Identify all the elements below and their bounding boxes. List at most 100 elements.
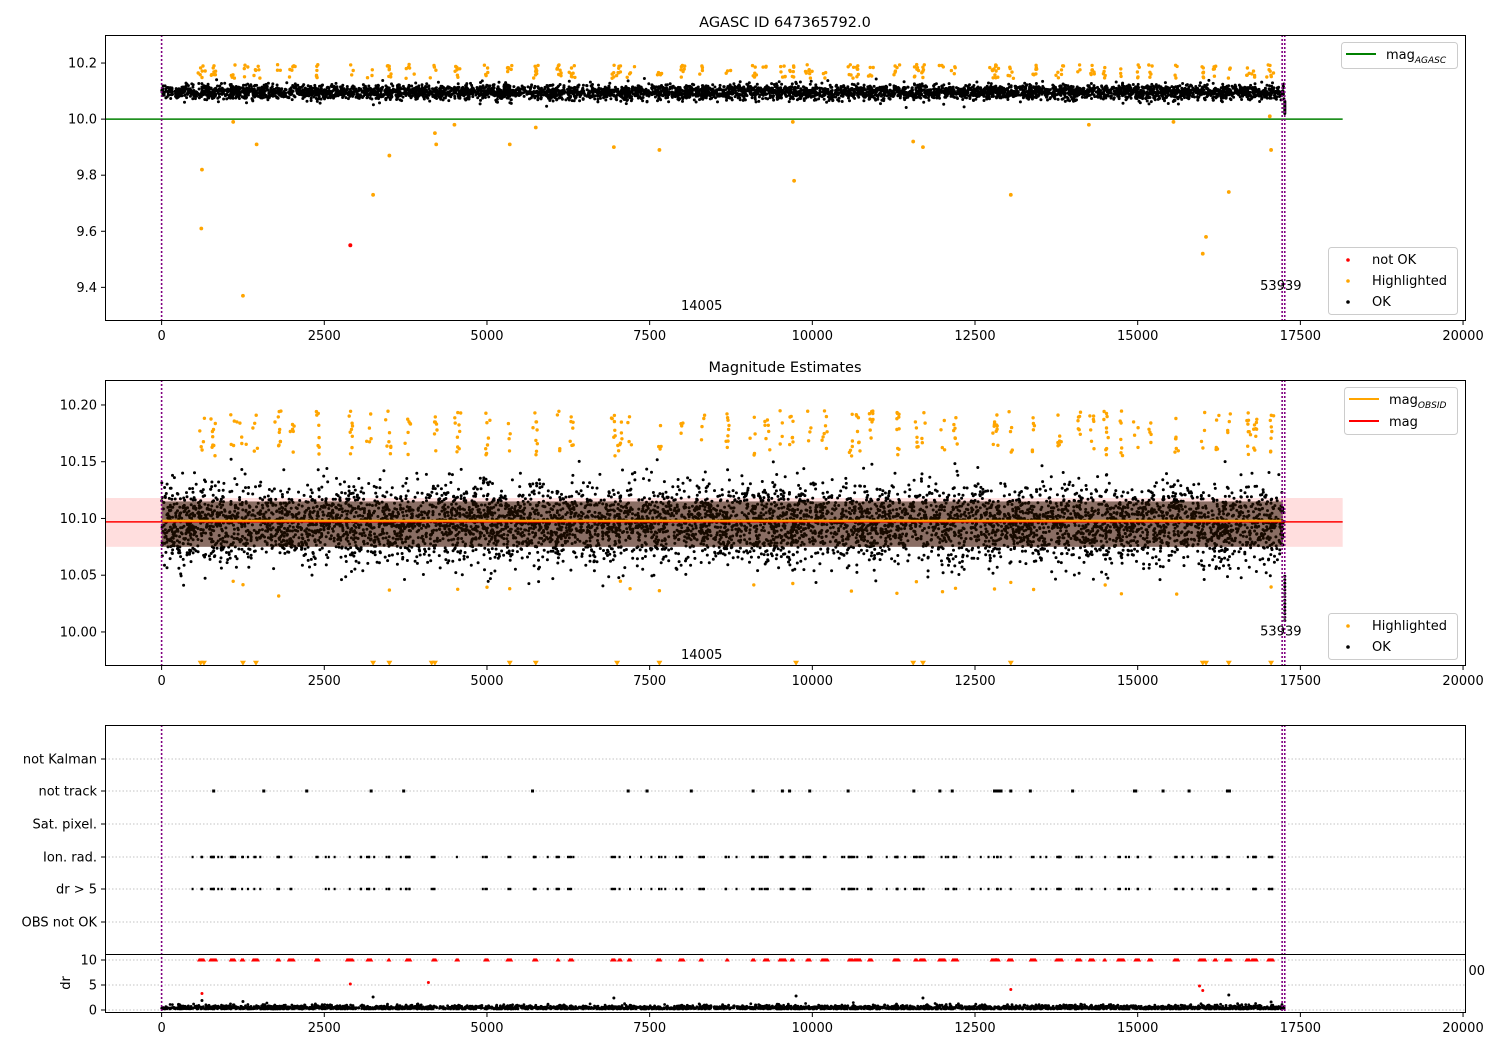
ok-point — [1253, 82, 1257, 86]
ok-point — [314, 86, 317, 90]
ok-point — [504, 81, 508, 85]
ok-point — [818, 92, 822, 96]
ok-point — [644, 87, 648, 91]
ok-point — [278, 91, 282, 95]
ok-point — [500, 94, 504, 98]
ok-point — [536, 94, 540, 98]
ok-point — [848, 99, 851, 103]
ok-point — [630, 97, 634, 101]
ok-point — [965, 93, 969, 97]
ok-point — [591, 83, 594, 86]
ok-point — [789, 89, 793, 93]
ok-point — [1262, 94, 1266, 98]
ok-point — [521, 91, 525, 95]
ok-point — [899, 92, 903, 95]
ok-point — [949, 87, 953, 90]
ok-point — [1211, 98, 1215, 102]
ok-point — [423, 87, 427, 91]
ok-point — [1270, 91, 1274, 95]
ok-point — [646, 89, 650, 93]
ok-point — [346, 97, 350, 101]
ok-point — [1212, 95, 1216, 99]
ok-point — [1253, 90, 1257, 94]
ok-point — [989, 82, 993, 86]
ok-point — [506, 96, 510, 100]
ok-point — [442, 96, 446, 100]
ok-point — [769, 90, 773, 94]
ok-point — [163, 84, 167, 88]
ok-point — [553, 94, 557, 98]
ok-point — [871, 94, 875, 98]
ok-point — [678, 89, 682, 93]
ok-point — [1091, 90, 1094, 94]
ok-point — [530, 91, 534, 95]
ok-point — [174, 95, 178, 99]
ok-point — [344, 89, 348, 93]
ok-point — [995, 96, 998, 100]
ok-point — [942, 102, 946, 106]
ok-point — [245, 101, 248, 105]
ok-point — [1210, 90, 1214, 94]
ok-point — [187, 88, 191, 92]
ok-point — [927, 98, 931, 102]
ok-point — [710, 89, 714, 92]
ok-point — [428, 99, 432, 103]
ok-point — [772, 83, 776, 86]
ok-point — [1109, 96, 1113, 100]
ok-point — [613, 85, 617, 89]
ok-point — [305, 99, 309, 103]
ok-point — [1201, 88, 1205, 92]
ok-point — [909, 89, 913, 93]
ok-point — [1267, 87, 1271, 91]
ok-point — [487, 84, 491, 88]
ok-point — [1178, 95, 1182, 99]
ok-point — [240, 95, 244, 99]
ok-point — [1198, 84, 1202, 88]
ok-point — [474, 93, 478, 97]
ok-point — [1273, 93, 1277, 97]
ok-point — [817, 97, 821, 101]
ok-point — [1258, 100, 1262, 103]
ok-point — [1080, 92, 1083, 96]
ok-point — [949, 93, 953, 97]
ok-point — [1117, 94, 1121, 98]
ok-point — [1072, 97, 1076, 101]
ok-point — [791, 91, 795, 95]
ok-point — [438, 87, 442, 91]
ok-point — [670, 94, 674, 98]
ok-point — [1268, 94, 1272, 98]
ok-point — [798, 80, 802, 84]
ok-point — [1106, 94, 1110, 98]
ok-point — [549, 83, 553, 87]
ok-point — [440, 85, 444, 89]
ok-point — [344, 96, 348, 100]
ok-point — [741, 98, 745, 102]
ok-point — [385, 89, 389, 93]
ok-point — [808, 94, 812, 98]
ok-point — [1219, 94, 1223, 98]
ok-point — [542, 93, 546, 97]
ok-point — [425, 82, 429, 86]
ok-point — [642, 77, 646, 80]
ok-point — [733, 95, 737, 99]
ok-point — [258, 90, 262, 94]
ok-point — [550, 91, 554, 95]
ok-point — [161, 92, 165, 96]
ok-point — [657, 94, 661, 98]
ok-point — [999, 87, 1003, 91]
ok-point — [741, 91, 745, 95]
ok-point — [913, 83, 917, 87]
ok-point — [1120, 86, 1124, 90]
ok-point — [974, 97, 978, 101]
ok-point — [198, 92, 202, 96]
ok-point — [812, 98, 816, 102]
ok-point — [1194, 85, 1198, 88]
ok-point — [191, 97, 195, 101]
ok-point — [931, 91, 935, 95]
ok-point — [1189, 88, 1193, 92]
ok-point — [920, 82, 924, 86]
ok-point — [1090, 97, 1093, 100]
ok-point — [390, 90, 393, 94]
ok-point — [849, 92, 853, 96]
ok-point — [724, 88, 728, 92]
